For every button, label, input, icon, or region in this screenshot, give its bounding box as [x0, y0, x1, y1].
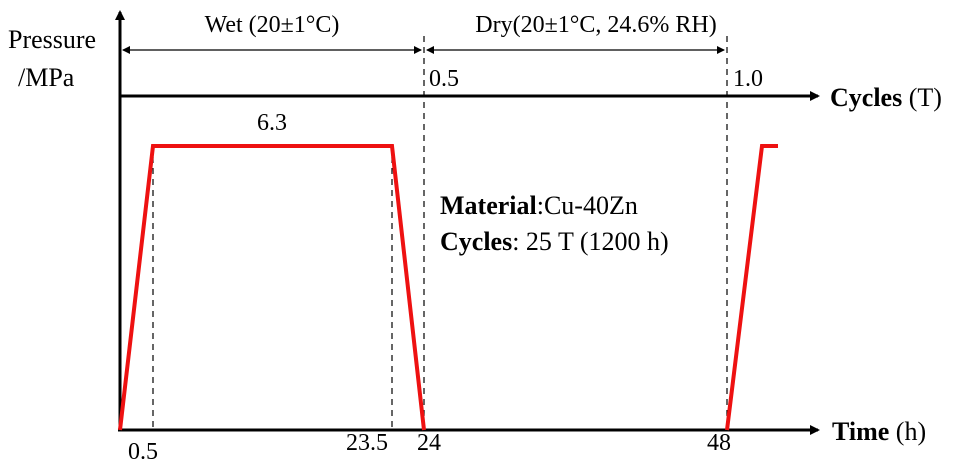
- cycles-axis-title-bold: Cycles: [830, 83, 902, 112]
- cycles-key: Cycles: [440, 227, 512, 256]
- pressure-plateau-label: 6.3: [257, 110, 287, 136]
- material-info: Material:Cu-40Zn: [440, 191, 638, 220]
- time-axis-title: Time (h): [832, 417, 926, 446]
- time-tick-0-5: 0.5: [128, 439, 158, 464]
- next-cycle-profile-line: [725, 144, 778, 431]
- cycles-axis-title-unit: (T): [902, 83, 942, 112]
- pressure-axis-label-line1: Pressure: [8, 25, 96, 54]
- cycles-tick-1-0: 1.0: [733, 66, 763, 92]
- cycles-axis-title: Cycles (T): [830, 83, 942, 112]
- guide-lines: [152, 36, 728, 430]
- time-axis-title-unit: (h): [889, 417, 926, 446]
- time-axis-title-bold: Time: [832, 417, 889, 446]
- time-tick-48: 48: [707, 430, 731, 456]
- material-value: :Cu-40Zn: [537, 191, 638, 220]
- time-tick-24: 24: [417, 430, 441, 456]
- wet-phase-label: Wet (20±1°C): [205, 12, 340, 38]
- dry-phase-label: Dry(20±1°C, 24.6% RH): [475, 12, 716, 38]
- material-key: Material: [440, 191, 537, 220]
- cycles-value: : 25 T (1200 h): [512, 227, 668, 256]
- cycles-tick-0-5: 0.5: [429, 66, 459, 92]
- cycles-info: Cycles: 25 T (1200 h): [440, 227, 669, 256]
- pressure-profile-line: [118, 144, 426, 431]
- pressure-axis-label-line2: /MPa: [18, 63, 75, 92]
- time-tick-23-5: 23.5: [346, 430, 388, 456]
